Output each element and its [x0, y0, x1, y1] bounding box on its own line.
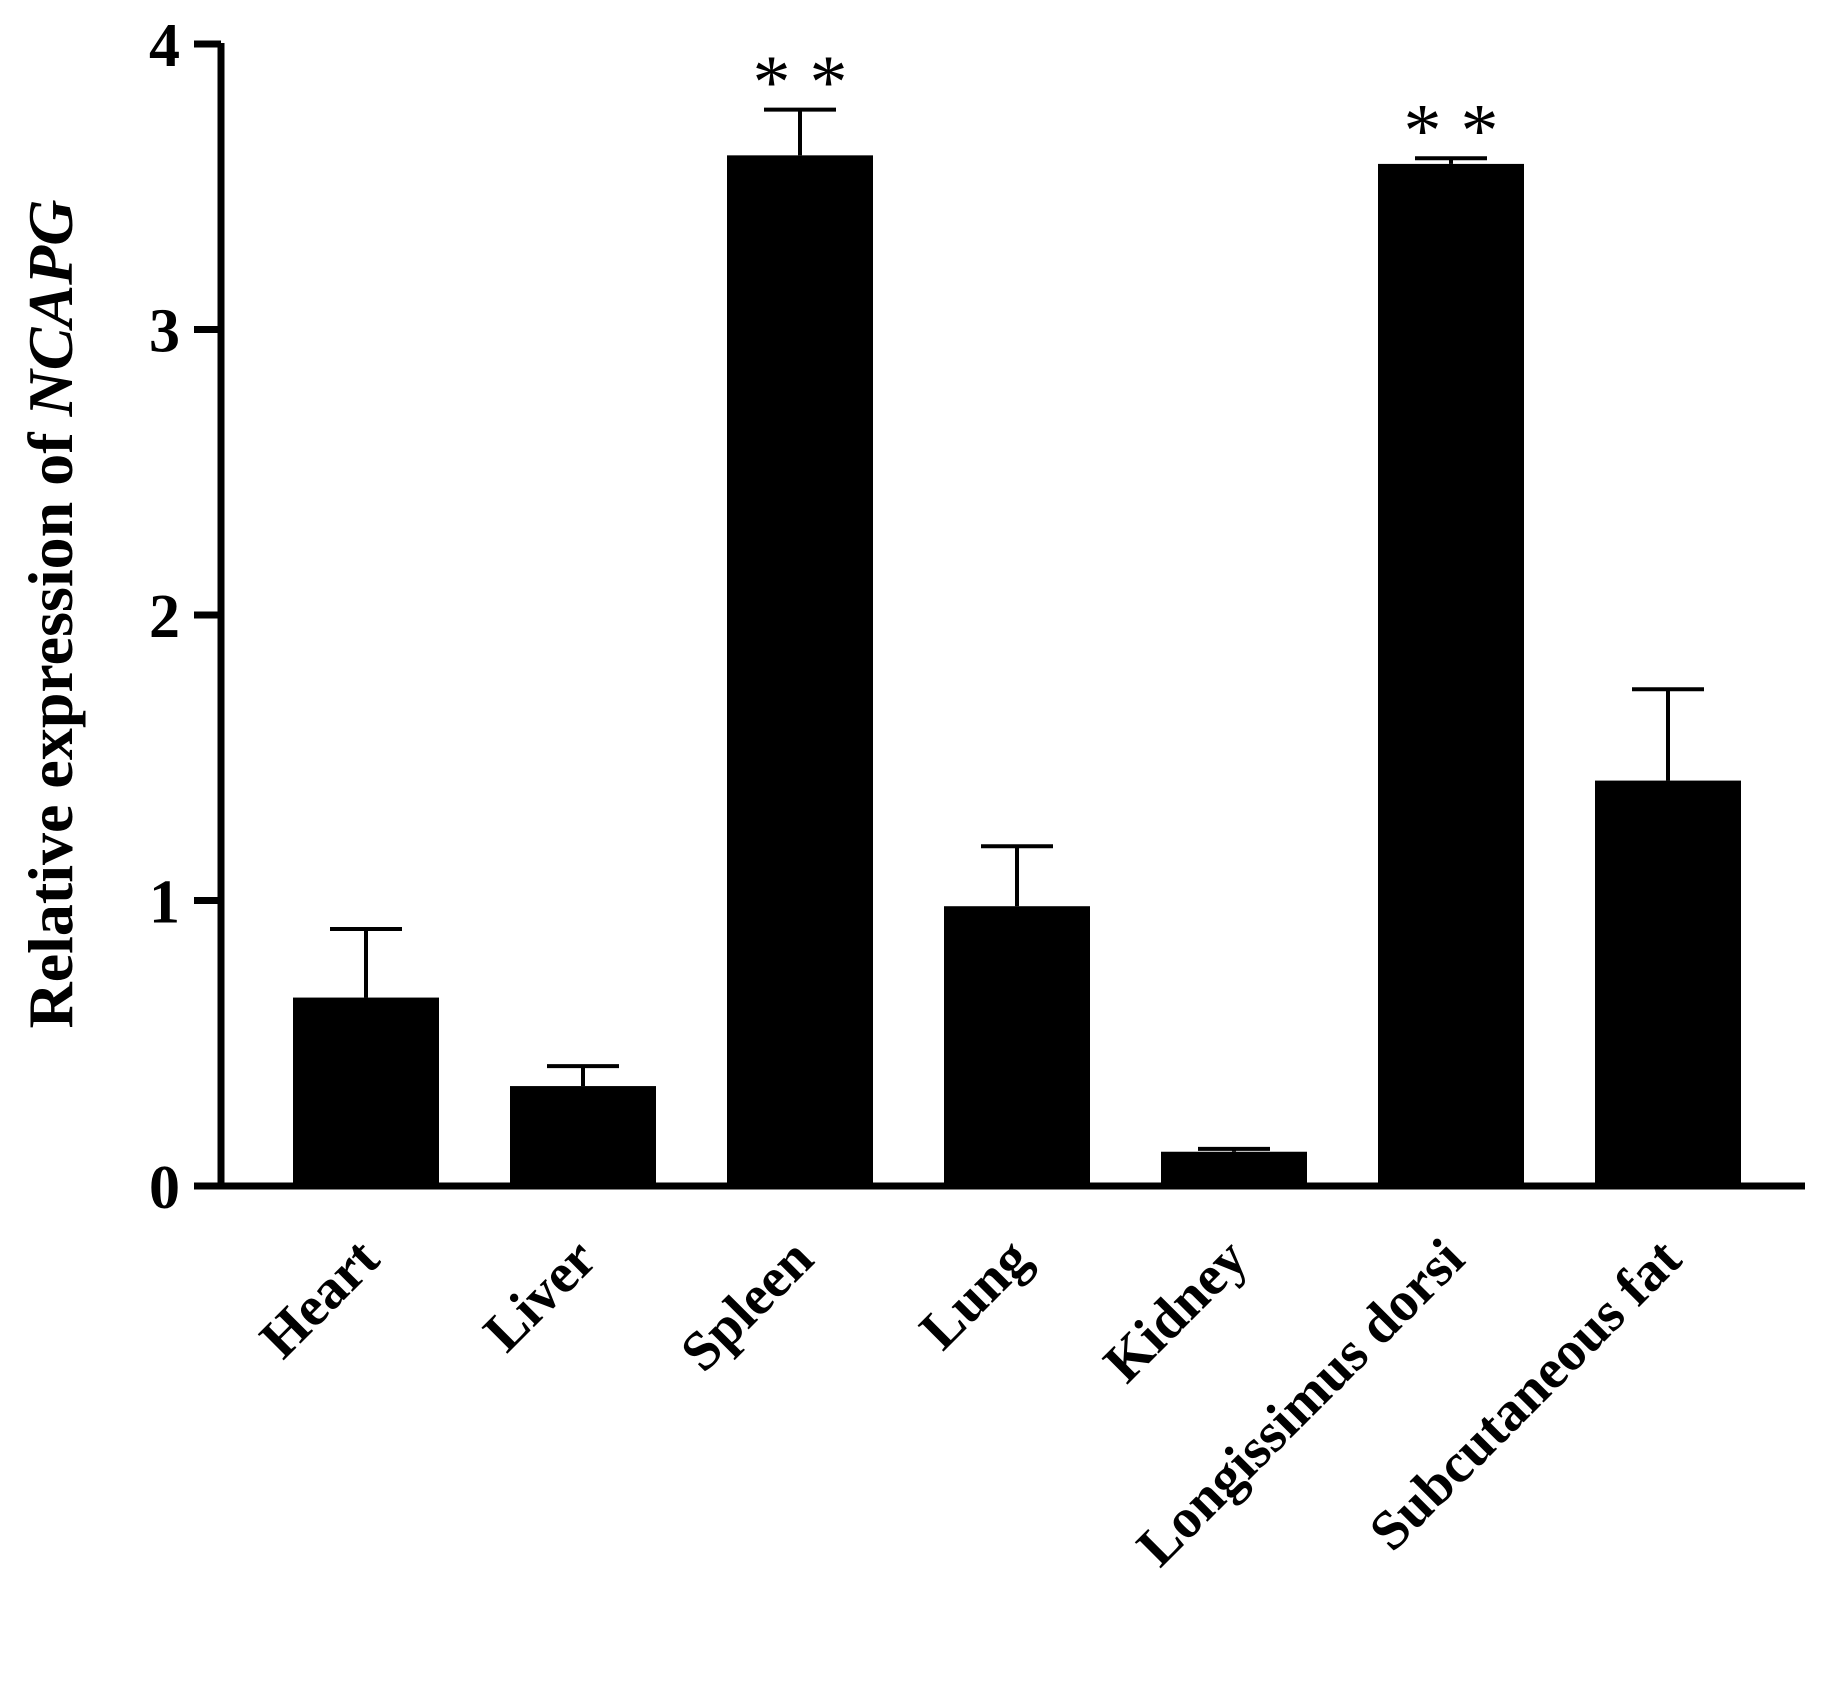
- x-tick-label-4: Kidney: [1092, 1227, 1259, 1394]
- error-bar-2: [764, 107, 836, 156]
- significance-marker-5: * *: [1404, 89, 1499, 173]
- y-axis-ticks: 0 1 2 3 4: [149, 12, 221, 1222]
- y-axis-label: Relative expression of NCAPG: [15, 200, 86, 1029]
- bar-4: [1161, 1151, 1307, 1186]
- error-bar-5: [1415, 156, 1487, 164]
- x-tick-label-0: Heart: [248, 1227, 391, 1370]
- significance-markers: * * * *: [753, 41, 1499, 174]
- y-tick-label-2: 2: [149, 583, 180, 651]
- x-tick-label-2: Spleen: [669, 1227, 825, 1383]
- y-axis-label-gene: NCAPG: [15, 200, 86, 418]
- error-bars: [330, 107, 1704, 1152]
- bars: [293, 155, 1741, 1187]
- error-bar-6: [1632, 687, 1704, 781]
- y-tick-label-4: 4: [149, 12, 180, 80]
- y-tick-label-1: 1: [149, 869, 180, 937]
- y-tick-label-3: 3: [149, 298, 180, 366]
- error-bar-3: [981, 844, 1053, 907]
- y-tick-label-0: 0: [149, 1154, 180, 1222]
- bar-3: [944, 906, 1090, 1186]
- y-axis-label-main: Relative expression of: [15, 416, 86, 1028]
- x-tick-label-3: Lung: [908, 1227, 1042, 1361]
- x-tick-label-1: Liver: [472, 1227, 608, 1363]
- significance-marker-2: * *: [753, 41, 848, 125]
- bar-0: [293, 997, 439, 1186]
- bar-2: [727, 155, 873, 1187]
- error-bar-1: [547, 1064, 619, 1087]
- bar-1: [510, 1086, 656, 1186]
- bar-5: [1378, 163, 1524, 1186]
- error-bar-4: [1198, 1146, 1270, 1152]
- error-bar-0: [330, 927, 402, 998]
- bar-6: [1595, 780, 1741, 1186]
